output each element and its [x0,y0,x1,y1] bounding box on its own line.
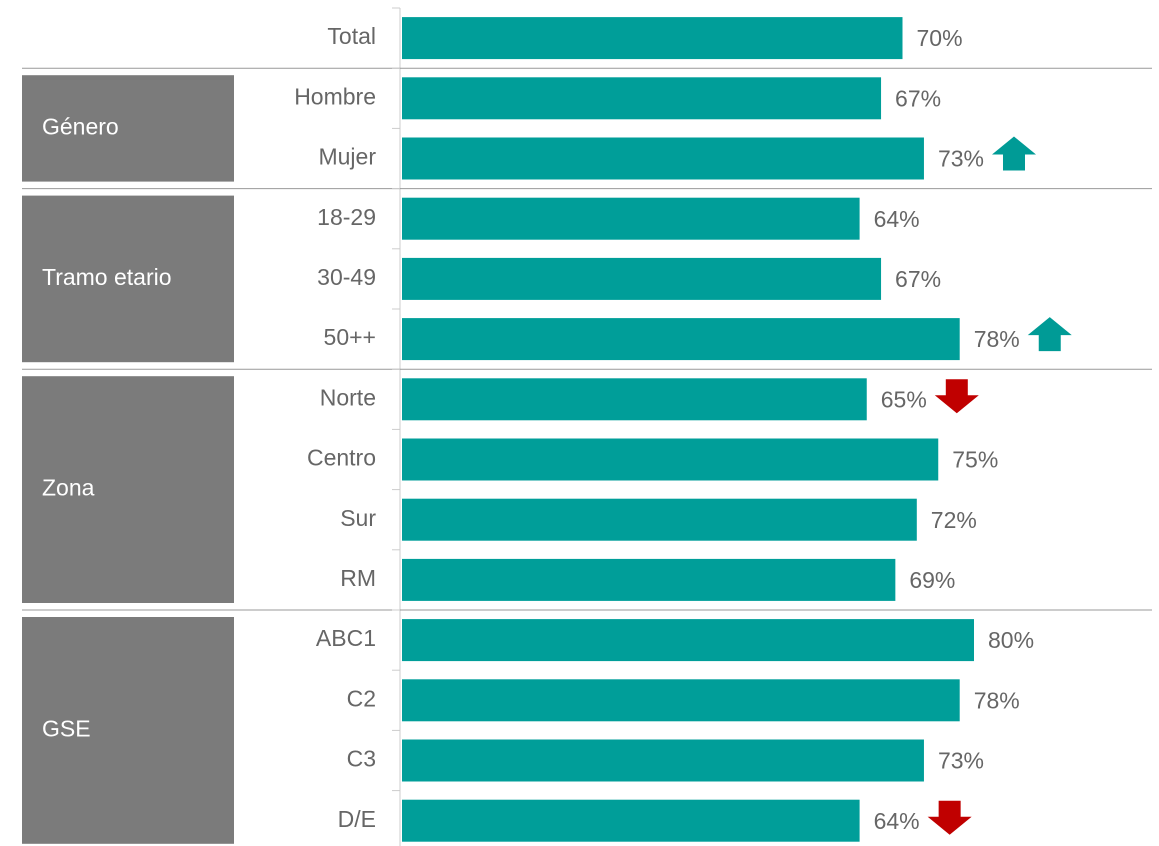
bar [402,438,939,481]
group-box [22,195,234,363]
category-label: D/E [338,806,376,832]
value-label: 80% [988,627,1034,653]
group-label: Género [42,113,119,139]
value-label: 64% [874,808,920,834]
bar [402,679,960,722]
value-label: 78% [974,326,1020,352]
group-box [22,75,234,182]
bar [402,17,903,60]
bar [402,257,882,300]
category-label: Sur [340,505,376,531]
group-box [22,376,234,603]
bar [402,498,917,541]
value-label: 65% [881,386,927,412]
bar [402,378,867,421]
category-label: 30-49 [317,264,376,290]
group-label: GSE [42,715,91,741]
arrow-up [1027,317,1072,352]
category-label: Mujer [318,144,376,170]
category-label: Centro [307,445,376,471]
value-label: 73% [938,146,984,172]
category-label: ABC1 [316,625,376,651]
bar [402,137,924,180]
value-label: 69% [909,567,955,593]
value-label: 70% [917,25,963,51]
value-label: 64% [874,206,920,232]
bar [402,558,896,601]
category-label: Hombre [294,83,376,109]
value-label: 72% [931,507,977,533]
arrow-down [934,379,979,414]
arrow-up [991,136,1036,171]
bar [402,318,960,361]
category-label: Total [327,23,376,49]
bar [402,739,924,782]
value-label: 67% [895,266,941,292]
category-label: C2 [347,685,376,711]
bar [402,619,974,662]
value-label: 78% [974,687,1020,713]
category-label: 50++ [324,324,376,350]
bar [402,799,860,842]
group-label: Tramo etario [42,264,172,290]
group-label: Zona [42,475,95,501]
bar [402,197,860,240]
value-label: 73% [938,748,984,774]
group-box [22,617,234,844]
category-label: C3 [347,746,376,772]
arrow-down [927,800,972,835]
value-label: 67% [895,85,941,111]
category-label: RM [340,565,376,591]
category-label: 18-29 [317,204,376,230]
category-label: Norte [320,384,376,410]
value-label: 75% [952,447,998,473]
bar [402,77,882,120]
